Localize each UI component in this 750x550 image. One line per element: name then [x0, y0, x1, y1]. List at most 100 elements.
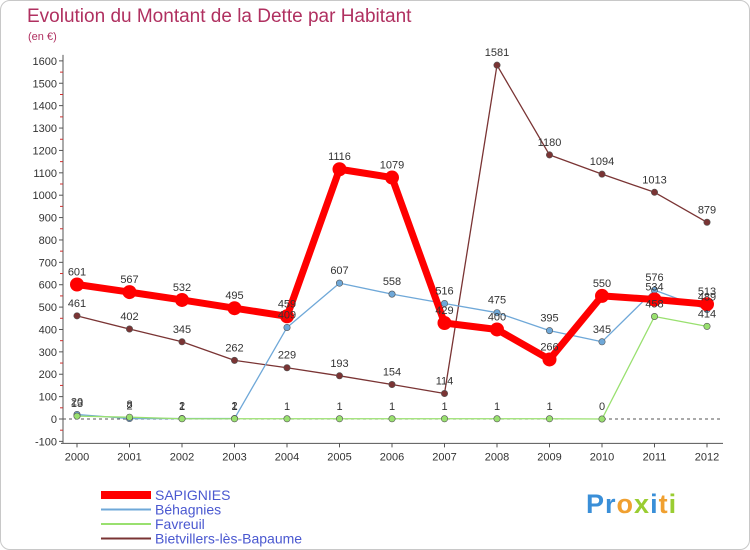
- data-label: 429: [435, 305, 453, 317]
- y-tick-label: 1600: [33, 56, 57, 68]
- data-point: [388, 381, 396, 389]
- logo-letter: i: [668, 489, 678, 519]
- data-point: [227, 301, 242, 316]
- data-label: 532: [173, 282, 191, 294]
- data-label: 409: [278, 309, 296, 321]
- data-label: 1: [231, 401, 237, 413]
- data-point: [595, 288, 609, 303]
- data-point: [703, 322, 711, 330]
- x-tick-label: 2000: [65, 451, 89, 463]
- data-label: 2: [179, 401, 185, 413]
- data-label: 1: [546, 401, 552, 413]
- data-point: [493, 415, 501, 423]
- y-tick-label: 1000: [33, 190, 57, 202]
- logo-letter: o: [616, 489, 635, 519]
- data-point: [70, 277, 84, 292]
- data-point: [385, 170, 399, 185]
- y-tick-label: 200: [39, 369, 57, 381]
- data-label: 266: [540, 341, 558, 353]
- data-point: [175, 292, 189, 307]
- x-tick-label: 2005: [327, 451, 351, 463]
- data-point: [493, 309, 501, 317]
- data-label: 879: [698, 204, 716, 216]
- data-point: [440, 300, 448, 308]
- y-tick-label: 1300: [33, 123, 57, 135]
- data-label: 607: [330, 265, 348, 277]
- data-label: 114: [436, 375, 454, 387]
- data-label: 459: [278, 298, 296, 310]
- data-point: [700, 297, 714, 312]
- data-label: 262: [225, 342, 243, 354]
- x-tick-label: 2010: [590, 451, 614, 463]
- x-tick-label: 2011: [643, 451, 667, 463]
- data-label: 1: [441, 401, 447, 413]
- data-label: 558: [383, 276, 401, 288]
- x-tick-label: 2009: [537, 451, 561, 463]
- logo-letter: r: [605, 489, 617, 519]
- logo-letter: x: [634, 489, 651, 519]
- data-point: [231, 415, 239, 423]
- y-tick-label: 600: [39, 280, 57, 292]
- logo-letter: P: [586, 489, 606, 519]
- data-label: 345: [173, 324, 191, 336]
- x-tick-label: 2012: [695, 451, 719, 463]
- data-label: 2: [231, 401, 237, 413]
- y-tick-label: 1200: [33, 145, 57, 157]
- data-label: 516: [435, 286, 453, 298]
- x-tick-label: 2007: [432, 451, 456, 463]
- data-label: 1116: [328, 151, 351, 163]
- data-label: 154: [383, 367, 401, 379]
- data-label: 567: [120, 274, 138, 286]
- data-point: [545, 151, 553, 159]
- data-label: 1: [389, 401, 395, 413]
- data-point: [703, 218, 711, 226]
- data-point: [493, 61, 501, 69]
- data-label: 550: [593, 278, 611, 290]
- data-label: 1: [179, 401, 185, 413]
- data-point: [440, 415, 448, 423]
- data-point: [650, 188, 658, 196]
- data-point: [650, 312, 658, 320]
- data-point: [335, 279, 343, 287]
- y-tick-label: 700: [39, 257, 57, 269]
- data-label: 0: [599, 401, 605, 413]
- data-label: 345: [593, 324, 611, 336]
- data-label: 414: [698, 308, 716, 320]
- y-tick-label: 1400: [33, 101, 57, 113]
- data-label: 1013: [642, 174, 666, 186]
- data-label: 193: [330, 358, 348, 370]
- data-label: 402: [120, 311, 138, 323]
- y-tick-label: 900: [39, 213, 57, 225]
- proxiti-logo: Proxiti: [586, 489, 677, 520]
- data-label: 229: [278, 350, 296, 362]
- data-point: [283, 364, 291, 372]
- data-label: 1: [494, 401, 500, 413]
- chart-subtitle: (en €): [28, 31, 57, 43]
- data-point: [598, 170, 606, 178]
- legend-label: SAPIGNIES: [155, 487, 230, 503]
- data-label: 13: [71, 398, 83, 410]
- data-point: [332, 162, 347, 177]
- y-tick-label: 1100: [33, 168, 57, 180]
- data-point: [542, 352, 557, 367]
- data-point: [126, 325, 134, 333]
- y-tick-label: -100: [35, 436, 57, 448]
- data-label: 1: [336, 401, 342, 413]
- data-point: [73, 412, 81, 420]
- data-point: [647, 292, 662, 307]
- data-point: [490, 322, 504, 337]
- data-label: 534: [645, 281, 663, 293]
- data-label: 400: [488, 311, 506, 323]
- data-point: [283, 415, 291, 423]
- x-tick-label: 2006: [380, 451, 404, 463]
- legend-label: Béhagnies: [155, 502, 221, 518]
- data-point: [335, 415, 343, 423]
- data-label: 1180: [538, 137, 562, 149]
- x-tick-label: 2003: [222, 451, 246, 463]
- data-point: [335, 372, 343, 380]
- data-point: [122, 285, 137, 300]
- data-label: 1: [284, 401, 290, 413]
- data-label: 1094: [590, 156, 614, 168]
- data-label: 1079: [380, 160, 404, 172]
- data-point: [231, 356, 239, 364]
